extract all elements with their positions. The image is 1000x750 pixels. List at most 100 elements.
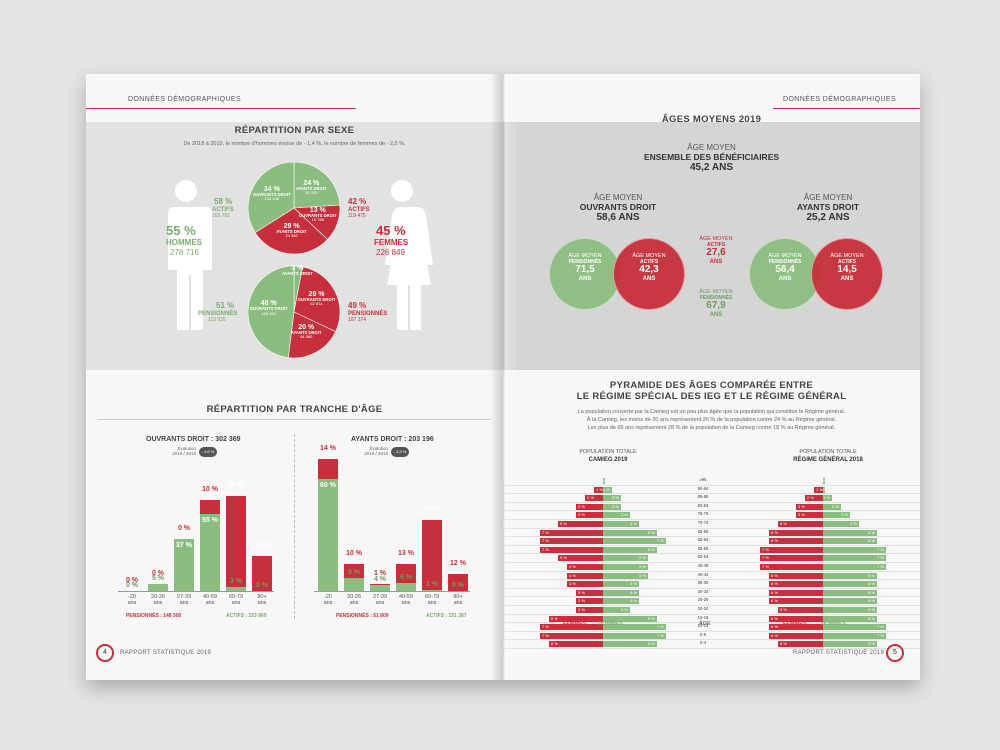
bar-pensionnes	[396, 564, 416, 583]
pie-slice-sub: 62 814	[310, 300, 323, 306]
pyr-text-2: À la Camieg, les moins de 20 ans représe…	[586, 417, 837, 423]
pyramid-age: 50-54	[697, 554, 709, 560]
legend-femmes-2: FEMMES	[783, 621, 807, 627]
age-circle-value: 56,4	[775, 264, 795, 276]
pyramid-age: 90-94	[697, 485, 709, 491]
pyramid-bar-hommes: 7 %	[823, 555, 886, 562]
bar-actifs	[344, 578, 364, 591]
pyramid-age: 5-9	[699, 631, 707, 637]
pie-slice-sub: 31 333	[305, 189, 318, 195]
bar-category: 40-59 ans	[398, 594, 414, 606]
ayants-act-label: ACTIFS : 151 387	[426, 613, 467, 619]
camieg-l2: CAMIEG 2019	[588, 457, 628, 463]
pyramid-bar-label: 6 %	[868, 615, 875, 621]
age-circle-unit: ANS	[709, 258, 723, 265]
pyramid-age: 10-14	[697, 623, 709, 629]
age-circle-unit: ANS	[709, 311, 723, 318]
pyramid-bar-label: 7 %	[877, 555, 884, 561]
pyramid-bar-hommes: 7 %	[823, 564, 886, 570]
pyramid-bar-hommes: 3 %	[603, 607, 630, 613]
pyramid-bar-label: 4 %	[630, 598, 637, 604]
pie-slice-text: OUVRANTS DROIT	[297, 296, 336, 302]
bar-label-act: 0 %	[451, 582, 465, 589]
age-circle-unit: ANS	[578, 275, 592, 282]
pie-slice	[247, 161, 295, 234]
pyramid-bar-label: 6 %	[868, 538, 875, 544]
pyramid-bar-femmes: 4 %	[567, 572, 603, 579]
pie-slice-pct: 24 %	[303, 179, 320, 187]
pyramid-bar-label: 5 %	[780, 607, 787, 612]
pyramid-age: 35-39	[697, 580, 709, 586]
pyramid-bar-femmes: 6 %	[769, 572, 823, 579]
pie-slice-text: OUVRANTS DROIT	[298, 212, 337, 218]
pie-slice-label: 13 % OUVRANTS DROIT 16 768	[296, 207, 340, 222]
pie-slice-text: AYANTS DROIT	[290, 330, 322, 336]
age-circle-l1: ÂGE MOYEN	[699, 289, 733, 296]
pyramid-bar-label: 7 %	[542, 546, 549, 552]
pyramid-bar-label: 3 %	[578, 598, 585, 604]
pyramid-bar-label: 0 %	[823, 486, 827, 498]
pyramid-bar-hommes: 7 %	[823, 632, 886, 639]
bar-pensionnes	[370, 584, 390, 586]
pyramid-bar-femmes: 5 %	[778, 607, 823, 613]
pyramid-bar-label: 6 %	[771, 632, 778, 638]
ayants-evo-badge: - 3,3 %	[391, 447, 409, 457]
age-circle-l1: ÂGE MOYEN	[632, 253, 666, 260]
pyramid-bar-label: 6 %	[771, 529, 778, 535]
pyramid-bar-label: 6 %	[771, 572, 778, 578]
pyramid-bar-femmes: 3 %	[796, 503, 823, 510]
pyramid-bar-label: 2 %	[807, 495, 814, 501]
hommes-count: 278 716	[170, 248, 199, 257]
bar-label-pens: 10 %	[202, 486, 218, 493]
pie-slice-sub: 24 382	[285, 233, 298, 239]
pyramid-row-line	[503, 596, 920, 598]
bar-label-pens: 14 %	[320, 445, 336, 453]
pyramid-bar-femmes: 7 %	[540, 529, 603, 536]
pyramid-bar-label: 3 %	[621, 512, 628, 518]
pie-slice-text: AYANTS DROIT	[295, 185, 327, 191]
age-circle-l2: PENSIONNÉS	[699, 295, 733, 302]
page-number-right: 5	[886, 644, 904, 662]
pyramid-age: 85-89	[697, 494, 709, 500]
pyramid-bar-label: 7 %	[877, 624, 884, 630]
pyramid-bar-label: 5 %	[780, 521, 787, 526]
age-circle-c_mid_pens: ÂGE MOYEN PENSIONNÉS 67,9 ANS	[696, 282, 736, 322]
pyramid-row-line	[503, 622, 920, 624]
spine-shadow	[490, 74, 518, 680]
age-title: RÉPARTITION PAR TRANCHE D'ÂGE	[206, 404, 383, 415]
pie-slice-sub: 134 448	[264, 196, 280, 201]
pyramid-bar-hommes: 7 %	[603, 538, 666, 545]
pyramid-bar-label: 7 %	[657, 624, 664, 630]
pyramid-bar-femmes: 6 %	[769, 615, 823, 622]
pyramid-bar-femmes: 3 %	[576, 598, 603, 605]
pyramid-row-line	[503, 553, 920, 555]
pyramid-row-line	[503, 630, 920, 632]
pie-slice-pct: 13 %	[309, 206, 326, 214]
running-header-right: DONNÉES DÉMOGRAPHIQUES	[783, 96, 897, 103]
pens-f-label: PENSIONNÉS	[348, 311, 388, 317]
age-circle-c_ad_act: ÂGE MOYEN ACTIFS 14,5 ANS	[811, 238, 883, 310]
pyramid-bar-femmes: 6 %	[769, 581, 823, 588]
pyramid-bar-label: 2 %	[587, 495, 594, 501]
pie-slice-text: OUVRANTS DROIT	[252, 191, 291, 197]
bar-label-pens: 1 %	[373, 570, 387, 577]
pyramid-bar-hommes: 3 %	[823, 512, 850, 519]
bar-label-act: 4 %	[373, 576, 387, 584]
pyramid-bar-label: 2 %	[612, 503, 619, 509]
legend-femmes-1: FEMMES	[563, 621, 587, 627]
pyramid-bar-label: 6 %	[771, 538, 778, 544]
pie-slice-sub: 16 768	[311, 216, 324, 222]
bar-pensionnes	[448, 574, 468, 591]
woman-silhouette	[385, 180, 433, 330]
pyramid-bar-label: 4 %	[569, 572, 576, 578]
pyramid-bar-femmes: 3 %	[796, 512, 823, 519]
bar-pensionnes	[252, 556, 272, 591]
pyramid-bar-hommes: 0 %	[603, 478, 607, 489]
pyramid-bar-femmes: 1 %	[814, 486, 823, 493]
bar-pensionnes	[226, 495, 246, 587]
pyramid-bar-femmes: 5 %	[778, 521, 823, 527]
age-circle-value: 42,3	[639, 264, 659, 276]
ad-l1: ÂGE MOYEN	[803, 193, 853, 202]
pie-actifs	[247, 161, 341, 255]
pie-slice-text: AYANTS DROIT	[282, 271, 313, 277]
